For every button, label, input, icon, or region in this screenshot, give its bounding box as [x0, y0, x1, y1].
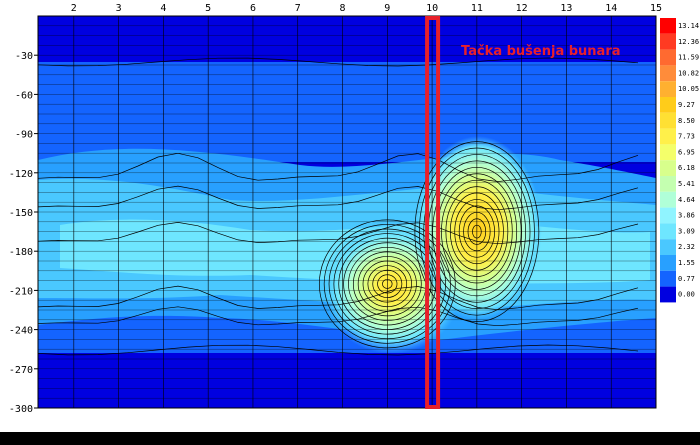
colorbar-label: 0.00 [678, 291, 695, 299]
colorbar-label: 2.32 [678, 243, 695, 251]
y-tick-label: -60 [15, 90, 33, 101]
contour-line [37, 57, 639, 67]
y-tick-label: -240 [9, 326, 33, 337]
colorbar: 13.14 12.36 11.59 10.82 10.05 9.27 8.50 7.73 6.9… [660, 18, 699, 303]
y-tick-label: -210 [9, 286, 33, 297]
colorbar-swatch [660, 144, 676, 161]
x-tick-label: 2 [71, 3, 77, 14]
drilling-point-highlight [425, 16, 441, 409]
drilling-point-label: Tačka bušenja bunara [461, 44, 621, 59]
colorbar-label: 0.77 [678, 275, 695, 283]
x-tick-labels: 2 3 4 5 6 7 8 9 10 11 12 13 14 15 [71, 3, 662, 14]
contour-chart: 2 3 4 5 6 7 8 9 10 11 12 13 14 15 -30 -60 -90 -120 -150 -1… [9, 3, 699, 415]
colorbar-swatch [660, 207, 676, 224]
x-tick-label: 5 [205, 3, 211, 14]
colorbar-label: 7.73 [678, 133, 695, 141]
y-tick-label: -90 [15, 130, 33, 141]
colorbar-swatch [660, 112, 676, 129]
layer-upper [38, 62, 656, 162]
colorbar-swatch [660, 191, 676, 208]
x-tick-label: 6 [250, 3, 256, 14]
colorbar-label: 3.09 [678, 227, 695, 235]
colorbar-swatch [660, 286, 676, 303]
x-tick-label: 10 [426, 3, 438, 14]
contour-line [37, 185, 639, 211]
y-tick-label: -270 [9, 365, 33, 376]
colorbar-swatch [660, 255, 676, 271]
x-tick-label: 8 [340, 3, 346, 14]
x-tick-label: 15 [650, 3, 662, 14]
x-tick-label: 12 [516, 3, 528, 14]
colorbar-swatch [660, 81, 676, 97]
colorbar-label: 4.64 [678, 196, 695, 204]
x-tick-label: 11 [471, 3, 483, 14]
colorbar-swatch [660, 223, 676, 240]
bottom-bar [0, 432, 700, 445]
x-tick-label: 9 [384, 3, 390, 14]
contour-line [37, 344, 639, 356]
y-tick-label: -180 [9, 247, 33, 258]
colorbar-swatch [660, 176, 676, 192]
colorbar-label: 13.14 [678, 22, 699, 30]
colorbar-label: 6.95 [678, 148, 695, 156]
y-tick-label: -120 [9, 169, 33, 180]
colorbar-label: 10.05 [678, 85, 699, 93]
colorbar-label: 8.50 [678, 117, 695, 125]
colorbar-label: 9.27 [678, 101, 695, 109]
colorbar-swatch [660, 65, 676, 82]
y-tick-label: -30 [15, 51, 33, 62]
contour-line [37, 285, 639, 311]
x-tick-label: 7 [295, 3, 301, 14]
x-tick-label: 3 [116, 3, 122, 14]
x-tick-label: 13 [560, 3, 572, 14]
colorbar-swatch [660, 33, 676, 50]
colorbar-swatch [660, 160, 676, 176]
colorbar-label: 12.36 [678, 38, 699, 46]
grid-lines [38, 16, 656, 408]
colorbar-swatch [660, 97, 676, 113]
colorbar-label: 3.86 [678, 212, 695, 220]
colorbar-label: 10.82 [678, 69, 699, 77]
contour-line [37, 306, 639, 327]
y-tick-label: -150 [9, 208, 33, 219]
x-tick-label: 4 [160, 3, 166, 14]
contour-line [37, 222, 639, 245]
colorbar-label: 5.41 [678, 180, 695, 188]
colorbar-swatch [660, 49, 676, 66]
colorbar-swatch [660, 239, 676, 255]
x-tick-label: 14 [605, 3, 617, 14]
colorbar-swatch [660, 128, 676, 145]
colorbar-label: 6.18 [678, 164, 695, 172]
y-tick-labels: -30 -60 -90 -120 -150 -180 -210 -240 -270 -300 [9, 51, 38, 415]
colorbar-swatch [660, 270, 676, 287]
contour-line [37, 152, 639, 182]
colorbar-swatch [660, 18, 676, 34]
colorbar-label: 1.55 [678, 259, 695, 267]
y-tick-label: -300 [9, 404, 33, 415]
colorbar-label: 11.59 [678, 54, 699, 62]
